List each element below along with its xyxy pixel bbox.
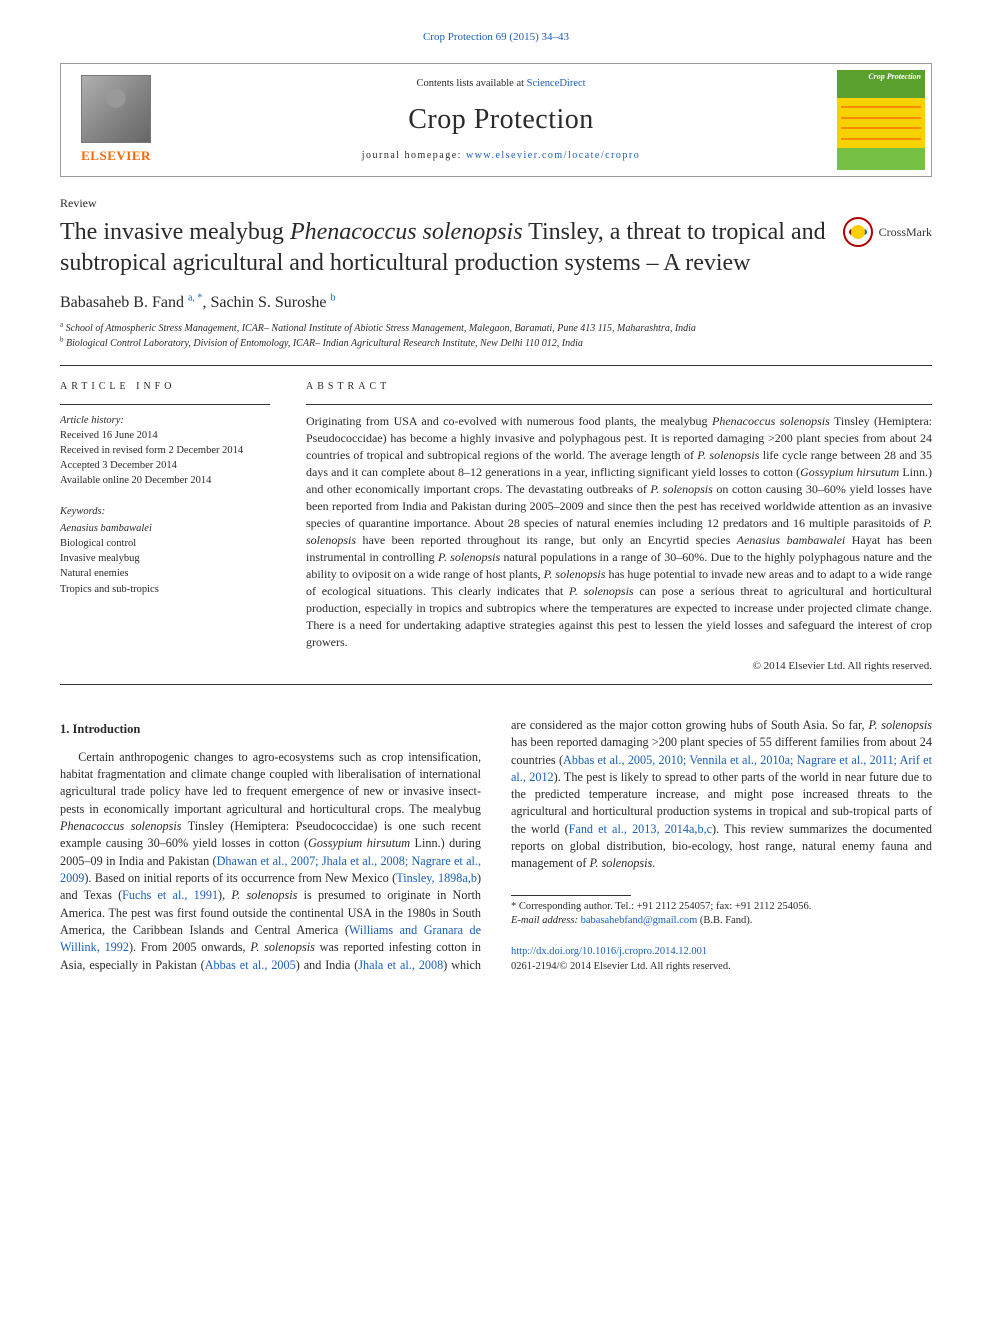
info-divider (60, 404, 270, 405)
b-sp6: P. solenopsis (590, 856, 653, 870)
abstract-divider (306, 404, 932, 405)
kw-5: Tropics and sub-tropics (60, 582, 270, 597)
abstract-column: abstract Originating from USA and co-evo… (306, 380, 932, 674)
header-center: Contents lists available at ScienceDirec… (171, 64, 831, 176)
history-label: Article history: (60, 413, 270, 428)
abs-sp2: P. solenopsis (697, 448, 759, 462)
kw-2: Biological control (60, 536, 270, 551)
b-sp4: P. solenopsis (250, 940, 315, 954)
contents-line: Contents lists available at ScienceDirec… (416, 77, 585, 91)
divider-end (60, 684, 932, 685)
elsevier-tree-icon (81, 75, 151, 143)
crossmark-label: CrossMark (879, 224, 932, 240)
author-1-aff[interactable]: a, * (188, 293, 202, 304)
journal-header: ELSEVIER Contents lists available at Sci… (60, 63, 932, 177)
b-t1: Certain anthropogenic changes to agro-ec… (60, 750, 481, 816)
b-t6: ), (218, 888, 231, 902)
corresponding-author-footnote: * Corresponding author. Tel.: +91 2112 2… (511, 900, 932, 929)
corr-email-suffix: (B.B. Fand). (697, 915, 752, 926)
paper-title: The invasive mealybug Phenacoccus soleno… (60, 217, 827, 278)
history-online: Available online 20 December 2014 (60, 473, 270, 488)
kw-3: Invasive mealybug (60, 551, 270, 566)
corr-email-link[interactable]: babasahebfand@gmail.com (581, 915, 698, 926)
divider (60, 365, 932, 366)
cover-thumbnail: Crop Protection (837, 70, 925, 170)
journal-homepage: journal homepage: www.elsevier.com/locat… (362, 149, 641, 163)
elsevier-wordmark: ELSEVIER (81, 147, 151, 165)
page-footer: http://dx.doi.org/10.1016/j.cropro.2014.… (511, 945, 932, 974)
history-received: Received 16 June 2014 (60, 428, 270, 443)
journal-title: Crop Protection (408, 101, 594, 139)
article-history: Article history: Received 16 June 2014 R… (60, 413, 270, 489)
article-info-column: article info Article history: Received 1… (60, 380, 270, 674)
citation-link[interactable]: Crop Protection 69 (2015) 34–43 (423, 31, 569, 43)
abs-sp7: P. solenopsis (438, 550, 500, 564)
cite-5[interactable]: Abbas et al., 2005 (205, 958, 296, 972)
top-citation: Crop Protection 69 (2015) 34–43 (60, 30, 932, 45)
b-sp1: Phenacoccus solenopsis (60, 819, 182, 833)
title-species: Phenacoccus solenopsis (290, 219, 523, 245)
author-1-name: Babasaheb B. Fand (60, 294, 188, 311)
elsevier-logo[interactable]: ELSEVIER (61, 64, 171, 176)
b-t10: ) and India ( (296, 958, 359, 972)
intro-paragraph: Certain anthropogenic changes to agro-ec… (60, 717, 932, 975)
affil-a: School of Atmospheric Stress Management,… (66, 323, 696, 334)
abs-t1: Originating from USA and co-evolved with… (306, 414, 712, 428)
cite-8[interactable]: Fand et al., 2013, 2014a,b,c (569, 822, 712, 836)
history-revised: Received in revised form 2 December 2014 (60, 443, 270, 458)
abstract-copyright: © 2014 Elsevier Ltd. All rights reserved… (306, 659, 932, 674)
abs-t6: have been reported throughout its range,… (356, 533, 737, 547)
footnote-separator (511, 895, 631, 896)
abs-sp4: P. solenopsis (650, 482, 712, 496)
b-t4: ). Based on initial reports of its occur… (84, 871, 396, 885)
homepage-prefix: journal homepage: (362, 150, 466, 161)
b-sp2: Gossypium hirsutum (308, 836, 410, 850)
b-sp5: P. solenopsis (868, 718, 932, 732)
abs-sp9: P. solenopsis (569, 584, 634, 598)
affil-b: Biological Control Laboratory, Division … (66, 338, 583, 349)
journal-cover[interactable]: Crop Protection (831, 64, 931, 176)
cover-bars (837, 98, 925, 148)
keywords: Aenasius bambawalei Biological control I… (60, 521, 270, 597)
article-info-label: article info (60, 380, 270, 394)
cite-3[interactable]: Fuchs et al., 1991 (122, 888, 218, 902)
kw-4: Natural enemies (60, 566, 270, 581)
issn-line: 0261-2194/© 2014 Elsevier Ltd. All right… (511, 960, 932, 975)
abs-sp1: Phenacoccus solenopsis (712, 414, 830, 428)
kw-1: Aenasius bambawalei (60, 521, 270, 536)
b-t15: . (652, 856, 655, 870)
history-accepted: Accepted 3 December 2014 (60, 458, 270, 473)
cite-2[interactable]: Tinsley, 1898a,b (396, 871, 477, 885)
author-2-aff[interactable]: b (330, 293, 335, 304)
affiliations: a School of Atmospheric Stress Managemen… (60, 322, 932, 351)
b-t8: ). From 2005 onwards, (129, 940, 250, 954)
cover-title-strip: Crop Protection (837, 70, 925, 98)
article-type: Review (60, 195, 932, 211)
crossmark-widget[interactable]: CrossMark (843, 217, 932, 247)
abs-sp6: Aenasius bambawalei (737, 533, 845, 547)
crossmark-icon (843, 217, 873, 247)
abs-sp8: P. solenopsis (544, 567, 606, 581)
email-label: E-mail address: (511, 915, 581, 926)
b-sp3: P. solenopsis (231, 888, 297, 902)
doi-link[interactable]: http://dx.doi.org/10.1016/j.cropro.2014.… (511, 946, 707, 957)
authors: Babasaheb B. Fand a, *, Sachin S. Surosh… (60, 292, 932, 314)
corr-line: * Corresponding author. Tel.: +91 2112 2… (511, 900, 932, 915)
abstract-label: abstract (306, 380, 932, 394)
body-columns: 1. Introduction Certain anthropogenic ch… (60, 717, 932, 975)
title-pre: The invasive mealybug (60, 219, 290, 245)
contents-prefix: Contents lists available at (416, 78, 526, 89)
intro-heading: 1. Introduction (60, 721, 481, 739)
keywords-label: Keywords: (60, 505, 270, 519)
cite-6[interactable]: Jhala et al., 2008 (358, 958, 443, 972)
abs-sp3: Gossypium hirsutum (800, 465, 899, 479)
abstract-text: Originating from USA and co-evolved with… (306, 413, 932, 651)
homepage-link[interactable]: www.elsevier.com/locate/cropro (466, 150, 640, 161)
cover-bottom-strip (837, 148, 925, 170)
sciencedirect-link[interactable]: ScienceDirect (527, 78, 586, 89)
author-2-name: , Sachin S. Suroshe (202, 294, 330, 311)
